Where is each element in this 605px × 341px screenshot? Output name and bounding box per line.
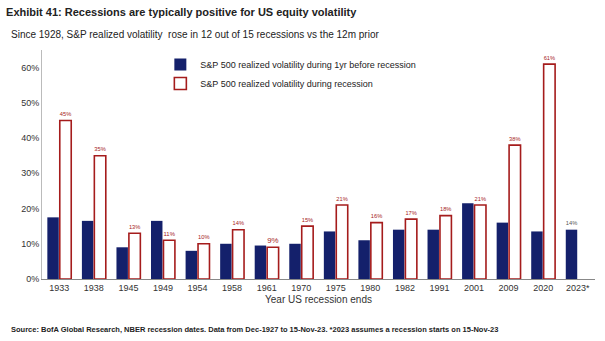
svg-text:2020: 2020 xyxy=(533,283,553,293)
svg-text:16%: 16% xyxy=(371,213,382,219)
svg-text:18%: 18% xyxy=(440,206,451,212)
svg-text:10%: 10% xyxy=(21,239,39,249)
svg-text:1954: 1954 xyxy=(188,283,208,293)
svg-text:S&P 500 realized volatility du: S&P 500 realized volatility during 1yr b… xyxy=(200,60,415,70)
svg-text:1949: 1949 xyxy=(153,283,173,293)
svg-text:14%: 14% xyxy=(233,220,244,226)
svg-text:1945: 1945 xyxy=(118,283,138,293)
svg-text:13%: 13% xyxy=(129,224,140,230)
svg-text:2009: 2009 xyxy=(499,283,519,293)
svg-text:1958: 1958 xyxy=(222,283,242,293)
svg-text:2001: 2001 xyxy=(464,283,484,293)
svg-text:20%: 20% xyxy=(21,204,39,214)
svg-text:1991: 1991 xyxy=(429,283,449,293)
svg-text:1982: 1982 xyxy=(395,283,415,293)
svg-text:S&P 500 realized volatility du: S&P 500 realized volatility during reces… xyxy=(200,79,372,89)
svg-text:1938: 1938 xyxy=(84,283,104,293)
svg-text:9%: 9% xyxy=(267,236,278,245)
svg-text:21%: 21% xyxy=(475,196,486,202)
svg-text:50%: 50% xyxy=(21,98,39,108)
svg-text:35%: 35% xyxy=(94,146,105,152)
svg-text:21%: 21% xyxy=(336,196,347,202)
svg-text:11%: 11% xyxy=(163,231,175,237)
svg-text:17%: 17% xyxy=(405,210,416,216)
svg-text:38%: 38% xyxy=(509,136,520,142)
svg-text:60%: 60% xyxy=(21,63,39,73)
svg-text:61%: 61% xyxy=(544,55,555,61)
svg-text:1980: 1980 xyxy=(360,283,380,293)
svg-text:1970: 1970 xyxy=(291,283,311,293)
svg-text:15%: 15% xyxy=(302,217,313,223)
svg-text:10%: 10% xyxy=(198,234,209,240)
svg-text:45%: 45% xyxy=(60,111,71,117)
svg-text:1975: 1975 xyxy=(326,283,346,293)
svg-text:Year US recession ends: Year US recession ends xyxy=(265,294,372,305)
svg-text:1933: 1933 xyxy=(49,283,69,293)
svg-text:40%: 40% xyxy=(21,133,39,143)
svg-text:14%: 14% xyxy=(566,220,577,226)
svg-text:2023*: 2023* xyxy=(566,283,590,293)
svg-text:0%: 0% xyxy=(26,274,39,284)
svg-text:Source: BofA Global Research,: Source: BofA Global Research, NBER reces… xyxy=(11,325,498,334)
svg-text:Since 1928, S&P realized volat: Since 1928, S&P realized volatility rose… xyxy=(11,29,379,40)
svg-text:30%: 30% xyxy=(21,168,39,178)
svg-text:1961: 1961 xyxy=(257,283,277,293)
svg-text:Exhibit 41: Recessions are typ: Exhibit 41: Recessions are typically pos… xyxy=(6,6,357,18)
